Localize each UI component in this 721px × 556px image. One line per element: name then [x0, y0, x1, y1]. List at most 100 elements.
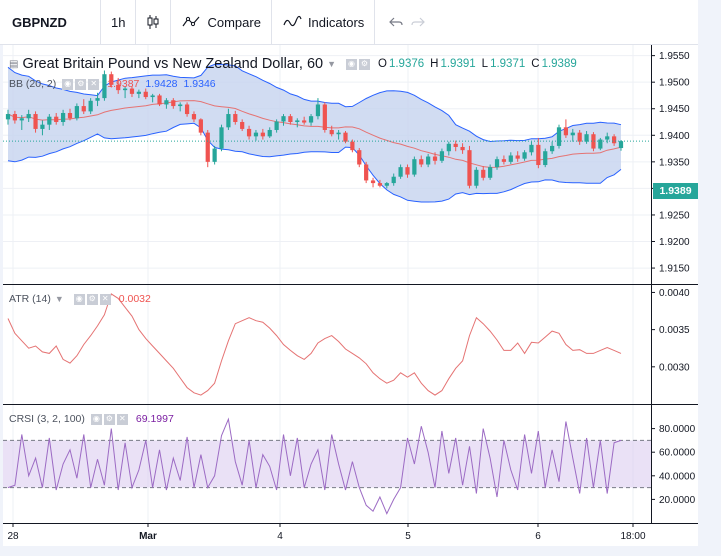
gear-icon[interactable]: ⚙: [359, 58, 371, 70]
atr-line: [7, 293, 622, 396]
symbol-label: GBPNZD: [12, 14, 67, 30]
candle-body: [377, 183, 383, 186]
indicators-label: Indicators: [307, 14, 365, 30]
candle-body: [219, 127, 224, 149]
candle-body: [501, 159, 507, 162]
atr-tick-label: 0.0035: [659, 325, 690, 336]
chevron-down-icon[interactable]: ▼: [54, 294, 64, 304]
candle-body: [315, 104, 321, 117]
atr-settings-icons[interactable]: ◉ ⚙ ✕: [73, 293, 113, 305]
candle-body: [40, 124, 45, 129]
candle-body: [122, 88, 128, 91]
indicators-button[interactable]: Indicators: [272, 0, 376, 44]
candle-body: [439, 151, 445, 161]
close-icon[interactable]: ✕: [116, 413, 128, 425]
candle-body: [253, 132, 259, 137]
time-axis-label: 18:00: [620, 531, 645, 542]
candle-body: [274, 121, 279, 130]
candle-body: [116, 84, 121, 91]
candle-body: [267, 129, 272, 137]
atr-value: 0.0032: [118, 293, 151, 305]
interval-label: 1h: [111, 14, 126, 30]
bb-basis-line: [7, 100, 622, 168]
candle-body: [102, 74, 107, 99]
series-settings-icons[interactable]: ◉ ⚙: [346, 58, 372, 70]
candle-body: [432, 156, 438, 161]
candle-body: [178, 104, 183, 107]
candle-body: [302, 120, 307, 123]
eye-icon[interactable]: ◉: [62, 78, 74, 90]
compare-label: Compare: [207, 14, 261, 30]
chart-area[interactable]: 1.95501.95001.94501.94001.93501.93001.92…: [3, 45, 698, 546]
chart-style-button[interactable]: [136, 0, 172, 44]
gear-icon[interactable]: ⚙: [103, 413, 115, 425]
candle-body: [33, 114, 38, 129]
crsi-legend: CRSI (3, 2, 100) ◉ ⚙ ✕ 69.1997: [9, 413, 174, 425]
price-tick-label: 1.9550: [659, 51, 690, 62]
undo-icon[interactable]: [389, 16, 403, 28]
eye-icon[interactable]: ◉: [346, 58, 358, 70]
candle-body: [205, 132, 210, 162]
candle-body: [184, 104, 190, 115]
symbol-search-button[interactable]: GBPNZD: [0, 0, 101, 44]
bb-lower-line: [7, 122, 622, 203]
candle-body: [143, 91, 148, 98]
eye-icon[interactable]: ◉: [73, 293, 85, 305]
candle-body: [591, 134, 596, 149]
redo-icon[interactable]: [411, 16, 426, 28]
time-axis-label: 28: [7, 531, 19, 542]
candle-body: [322, 104, 327, 130]
candle-body: [240, 122, 245, 129]
candle-body: [584, 134, 589, 142]
bb-lower-value: 1.9346: [183, 78, 216, 90]
candle-body: [157, 95, 162, 105]
gear-icon[interactable]: ⚙: [75, 78, 87, 90]
compare-button[interactable]: Compare: [171, 0, 272, 44]
candle-body: [74, 106, 79, 119]
crsi-settings-icons[interactable]: ◉ ⚙ ✕: [90, 413, 130, 425]
candle-body: [522, 152, 527, 159]
candle-body: [391, 176, 396, 184]
candle-body: [109, 74, 114, 85]
close-icon[interactable]: ✕: [88, 78, 100, 90]
candle-body: [246, 128, 252, 137]
open-value: 1.9376: [388, 58, 425, 70]
candle-body: [5, 114, 11, 120]
crsi-label: CRSI (3, 2, 100): [9, 413, 85, 425]
gear-icon[interactable]: ⚙: [86, 293, 98, 305]
high-value: 1.9391: [440, 58, 476, 70]
candle-body: [508, 155, 513, 162]
candle-body: [460, 146, 465, 151]
series-collapse-icon[interactable]: ▤: [9, 58, 19, 70]
candle-body: [357, 150, 362, 165]
candle-body: [164, 100, 169, 105]
candle-body: [384, 183, 389, 186]
candle-body: [329, 129, 334, 135]
candle-body: [426, 156, 431, 165]
bb-settings-icons[interactable]: ◉ ⚙ ✕: [62, 78, 101, 90]
chevron-down-icon[interactable]: ▼: [327, 59, 337, 69]
crsi-band-fill: [3, 440, 651, 488]
price-tick-label: 1.9450: [659, 104, 690, 115]
candle-body: [550, 145, 555, 152]
candle-body: [343, 132, 348, 142]
candle-body: [529, 144, 534, 153]
open-label: O: [378, 58, 387, 70]
candle-body: [618, 141, 624, 149]
close-icon[interactable]: ✕: [99, 293, 111, 305]
candle-body: [398, 167, 403, 177]
candle-body: [536, 144, 541, 166]
candle-body: [515, 155, 520, 159]
candle-body: [467, 150, 472, 186]
crsi-tick-label: 80.0000: [659, 424, 696, 435]
candle-body: [233, 114, 238, 123]
candle-body: [370, 180, 376, 184]
candle-body: [481, 169, 486, 178]
eye-icon[interactable]: ◉: [90, 413, 102, 425]
main-legend: ▤ Great Britain Pound vs New Zealand Dol…: [9, 56, 577, 72]
history-nav: [375, 0, 439, 44]
interval-button[interactable]: 1h: [101, 0, 137, 44]
candle-body: [81, 106, 86, 112]
bb-label: BB (20, 2): [9, 78, 57, 90]
candle-body: [47, 116, 52, 125]
